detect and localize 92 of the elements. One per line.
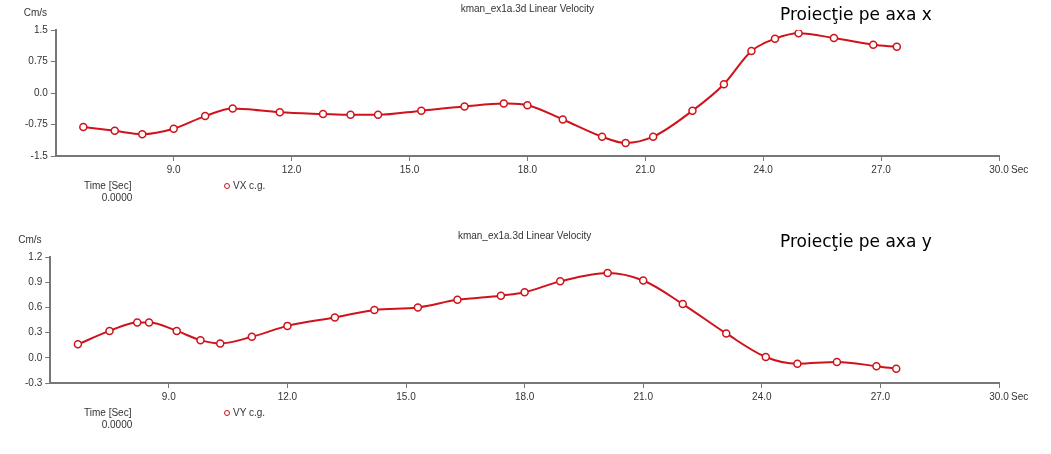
point [228,104,237,113]
point [144,318,154,327]
point [79,122,88,132]
y-tick-label: 0.6 [28,301,43,313]
point [832,357,842,367]
x-tick-label: 18.0 [517,163,538,175]
x-axis-title: Sec [1011,164,1029,175]
text: Time [Sec] [84,407,132,418]
legend-label: VY c.g. [233,406,266,418]
point [520,288,529,297]
point [346,110,355,120]
y-tick-label: 0.9 [28,275,43,287]
point [719,79,729,89]
x-tick-label: 15.0 [396,390,417,402]
text: Time [Sec] [84,180,132,191]
point [793,359,802,368]
x-tick-label: 24.0 [752,390,772,402]
chart-title: kman_ex1a.3d Linear Velocity [460,3,595,14]
point [417,106,426,115]
point [747,46,756,56]
point [275,108,285,117]
x-axis-title: Sec [1011,391,1029,402]
point [196,335,205,345]
text: 0.0000 [101,192,133,203]
y-tick-label: -0.3 [25,376,43,388]
point [169,124,178,133]
point [370,305,379,315]
point [761,352,771,362]
x-tick-label: 9.0 [166,163,182,175]
x-tick-label: 12.0 [281,163,302,175]
x-tick-label: 24.0 [753,163,774,175]
x-tick-label: 21.0 [635,163,656,175]
point [496,291,506,300]
point [603,268,612,278]
x-tick-label: 9.0 [161,390,177,402]
y-tick-label: 0.0 [33,86,49,98]
point [523,100,532,110]
y-tick-label: 0.3 [28,326,43,338]
y-tick-label: 1.2 [28,250,43,262]
point [460,102,469,111]
point [247,332,257,342]
point [638,276,648,285]
x-tick-label: 15.0 [399,163,420,175]
y-tick-label: -1.5 [30,149,49,161]
point [872,361,881,371]
point [105,326,114,336]
point [200,111,210,121]
point [688,106,697,115]
point [892,42,902,52]
chart-title: kman_ex1a.3d Linear Velocity [457,230,592,241]
point [794,30,803,38]
x-tick-label: 12.0 [277,390,298,402]
y-axis-title: Cm/s [18,234,42,245]
y-tick-label: 0.75 [28,55,49,67]
point [868,40,878,49]
chart-subtitle: Proiecţie pe axa y [780,231,932,251]
point [172,326,181,336]
point [110,126,119,136]
x-tick-label: 27.0 [871,163,892,175]
x-tick-label: 27.0 [870,390,891,402]
text: 0.0000 [101,419,133,430]
y-tick-label: 0.0 [28,351,43,363]
point [73,340,83,349]
point [621,138,630,148]
point [453,295,462,305]
point [283,321,292,331]
x-tick-label: 18.0 [514,390,535,402]
point [597,132,607,141]
y-tick-label: -0.75 [25,118,49,130]
point [555,277,565,286]
x-tick-label: 30.0 [989,163,1010,175]
point [558,115,568,124]
point [829,33,839,43]
y-axis-title: Cm/s [23,7,48,18]
point [678,299,687,309]
point [373,110,383,120]
point [413,303,423,312]
point [330,313,340,322]
chart-subtitle: Proiecţie pe axa x [780,4,932,24]
point [721,329,731,338]
point [770,34,780,44]
y-tick-label: 1.5 [33,23,49,35]
point [318,109,328,119]
point [132,318,142,327]
x-tick-label: 21.0 [633,390,654,402]
point [648,132,658,141]
x-tick-label: 30.0 [989,390,1010,402]
point [138,129,147,139]
point [499,99,509,108]
legend-label: VX c.g. [233,179,266,191]
point [891,364,901,373]
point [215,339,225,348]
